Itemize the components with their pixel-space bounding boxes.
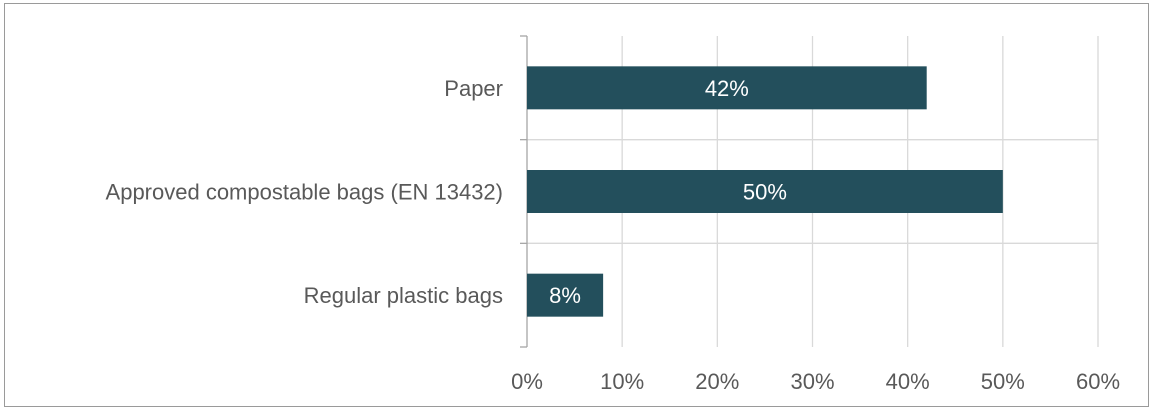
data-labels: 42% 50% 8% [549,76,787,308]
category-label: Paper [444,76,503,101]
x-tick-label: 10% [600,369,644,394]
category-labels: Paper Approved compostable bags (EN 13432… [106,76,503,308]
data-label: 50% [743,180,787,205]
x-tick-label: 40% [886,369,930,394]
data-label: 42% [705,76,749,101]
bar [527,66,927,110]
bar [527,273,604,317]
x-tick-label: 50% [981,369,1025,394]
bar [527,170,1003,213]
data-label: 8% [549,283,581,308]
bars [527,66,1003,317]
x-tick-label: 0% [511,369,543,394]
x-tick-label: 60% [1076,369,1120,394]
x-tick-label: 20% [695,369,739,394]
category-label: Approved compostable bags (EN 13432) [106,180,503,205]
x-tick-label: 30% [790,369,834,394]
category-axis [520,35,528,348]
category-label: Regular plastic bags [304,283,503,308]
x-tick-labels: 0% 10% 20% 30% 40% 50% 60% [511,369,1120,394]
